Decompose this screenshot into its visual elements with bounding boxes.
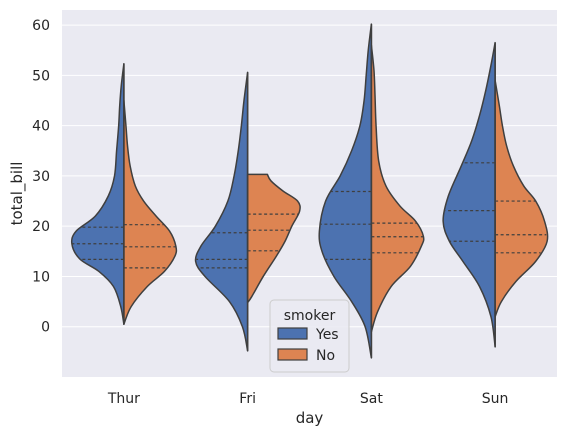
violin-body: [194, 71, 249, 352]
y-tick-label: 40: [32, 119, 50, 135]
violin-fri-no: [246, 173, 301, 304]
violin-sun-no: [494, 79, 549, 318]
y-tick-label: 20: [32, 219, 50, 235]
y-axis-label: total_bill: [8, 162, 27, 226]
violin-sun-yes: [442, 41, 496, 348]
y-tick-label: 30: [32, 169, 50, 185]
violins: [70, 23, 549, 359]
violin-fri-yes: [194, 71, 249, 352]
x-tick-label: Sat: [360, 391, 383, 407]
legend-swatch: [277, 327, 308, 340]
y-tick-labels: 0 10 20 30 40 50 60: [32, 18, 50, 336]
violin-sat-no: [370, 44, 425, 333]
x-axis-label: day: [296, 409, 324, 427]
violin-body: [370, 44, 425, 333]
violin-thur-yes: [70, 63, 125, 325]
legend-title: smoker: [284, 308, 336, 324]
x-tick-label: Thur: [107, 391, 140, 407]
y-tick-label: 60: [32, 18, 50, 34]
legend-label: Yes: [315, 327, 339, 343]
violin-sat-yes: [318, 23, 373, 359]
legend-swatch: [277, 348, 308, 361]
y-tick-label: 50: [32, 68, 50, 84]
y-tick-label: 10: [32, 269, 50, 285]
x-tick-labels: Thur Fri Sat Sun: [107, 391, 509, 407]
violin-body: [442, 41, 496, 348]
x-tick-label: Sun: [482, 391, 509, 407]
y-tick-label: 0: [41, 320, 50, 336]
violin-body: [246, 173, 301, 304]
legend-label: No: [316, 348, 335, 364]
violin-body: [318, 23, 373, 359]
x-tick-label: Fri: [239, 391, 256, 407]
legend: smoker Yes No: [269, 299, 350, 373]
violin-thur-no: [123, 99, 178, 325]
